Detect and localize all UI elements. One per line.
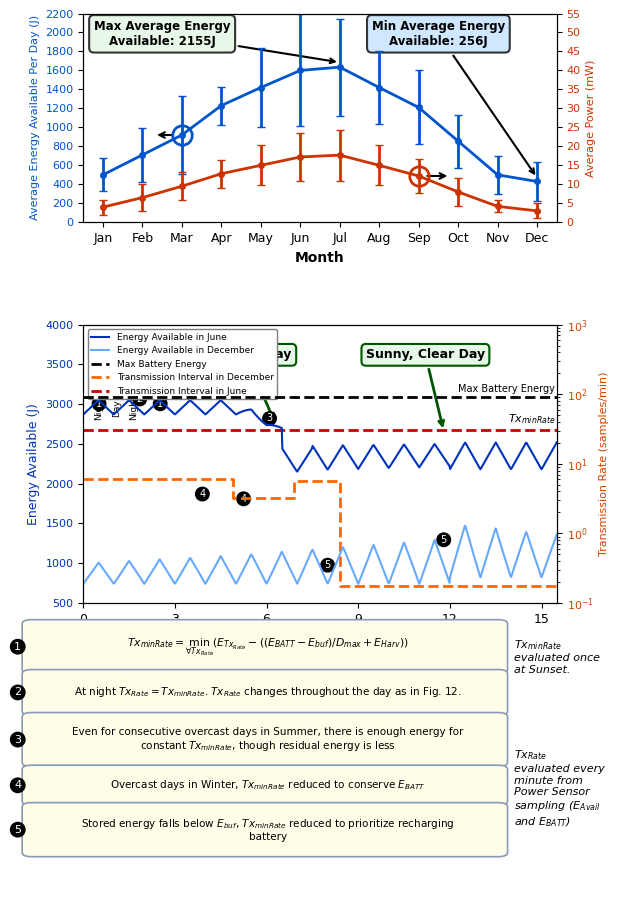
Text: 5: 5 — [440, 535, 447, 544]
FancyBboxPatch shape — [22, 765, 508, 806]
Text: $Tx_{minRate} = \underset{\forall Tx_{Rate}}{\min} \left(E_{Tx_{Rate}} - \left((: $Tx_{minRate} = \underset{\forall Tx_{Ra… — [127, 636, 409, 658]
Text: At night $Tx_{Rate} = Tx_{minRate}$. $Tx_{Rate}$ changes throughout the day as i: At night $Tx_{Rate} = Tx_{minRate}$. $Tx… — [74, 686, 462, 699]
Text: 5: 5 — [14, 824, 21, 834]
Text: Max Battery Energy: Max Battery Energy — [458, 383, 556, 394]
Text: $Tx_{minRate}$
evaluated once
at Sunset.: $Tx_{minRate}$ evaluated once at Sunset. — [514, 638, 600, 675]
Y-axis label: Energy Available (J): Energy Available (J) — [27, 403, 40, 525]
Text: Min Average Energy
Available: 256J: Min Average Energy Available: 256J — [372, 20, 534, 174]
Text: 4: 4 — [241, 494, 246, 504]
X-axis label: Month: Month — [295, 250, 345, 265]
Text: Sunny, Clear Day: Sunny, Clear Day — [366, 348, 485, 426]
FancyBboxPatch shape — [22, 713, 508, 767]
Text: Night: Night — [95, 395, 104, 420]
Text: 4: 4 — [199, 489, 205, 499]
Text: 3: 3 — [14, 734, 21, 744]
Text: Overcast days in Winter, $Tx_{minRate}$ reduced to conserve $E_{BATT}$: Overcast days in Winter, $Tx_{minRate}$ … — [110, 778, 426, 792]
FancyBboxPatch shape — [22, 803, 508, 857]
Text: 4: 4 — [14, 780, 21, 790]
Text: Max Average Energy
Available: 2155J: Max Average Energy Available: 2155J — [94, 20, 335, 63]
Y-axis label: Average Power (mW): Average Power (mW) — [586, 59, 596, 176]
Y-axis label: Average Energy Available Per Day (J): Average Energy Available Per Day (J) — [29, 15, 40, 220]
Text: Night: Night — [129, 395, 138, 420]
FancyBboxPatch shape — [22, 670, 508, 716]
Text: 2: 2 — [136, 394, 143, 404]
Text: Day: Day — [112, 399, 122, 417]
Text: 1: 1 — [96, 399, 102, 409]
FancyBboxPatch shape — [22, 620, 508, 674]
Text: 2: 2 — [14, 688, 21, 698]
Text: $Tx_{minRate}$: $Tx_{minRate}$ — [508, 412, 556, 427]
Text: 1: 1 — [14, 642, 21, 652]
X-axis label: Days: Days — [301, 631, 339, 645]
Text: Stored energy falls below $E_{buf}$, $Tx_{minRate}$ reduced to prioritize rechar: Stored energy falls below $E_{buf}$, $Tx… — [81, 817, 455, 842]
Text: 1: 1 — [157, 399, 163, 409]
Text: Overcast Day: Overcast Day — [198, 348, 292, 418]
Text: 3: 3 — [266, 413, 273, 424]
Text: Even for consecutive overcast days in Summer, there is enough energy for
constan: Even for consecutive overcast days in Su… — [72, 726, 464, 752]
Y-axis label: Transmission Rate (samples/min): Transmission Rate (samples/min) — [599, 372, 609, 556]
Text: $Tx_{Rate}$
evaluated every
minute from
Power Sensor
sampling ($E_{Avail}$
and $: $Tx_{Rate}$ evaluated every minute from … — [514, 749, 605, 829]
Legend: Energy Available in June, Energy Available in December, Max Battery Energy, Tran: Energy Available in June, Energy Availab… — [88, 329, 277, 400]
Text: 5: 5 — [324, 560, 331, 571]
